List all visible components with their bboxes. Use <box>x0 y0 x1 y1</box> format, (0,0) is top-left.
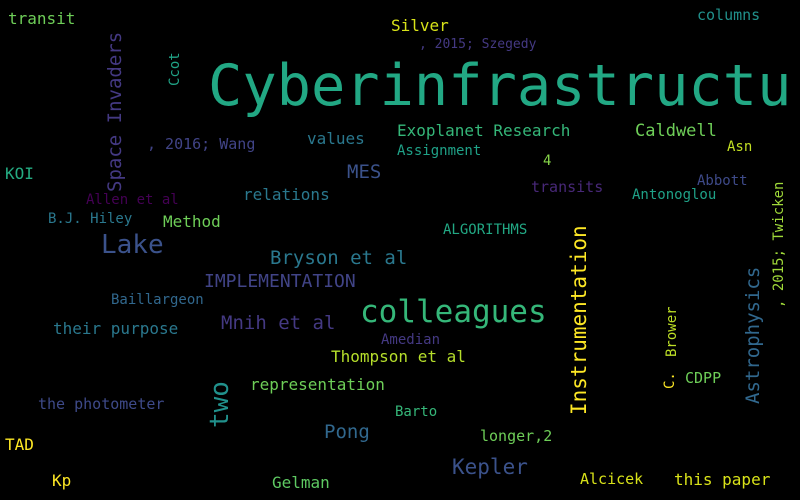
word-caldwell: Caldwell <box>635 121 717 141</box>
word-method: Method <box>163 212 221 231</box>
word-bryson-et-al: Bryson et al <box>270 247 408 269</box>
word-kp: Kp <box>52 471 72 490</box>
word-transits: transits <box>531 178 604 196</box>
word-4: 4 <box>543 153 552 169</box>
word-their-purpose: their purpose <box>53 319 179 338</box>
word-assignment: Assignment <box>397 143 482 159</box>
word-brower: Brower <box>664 306 680 357</box>
word-relations: relations <box>243 185 330 204</box>
word-instrumentation: Instrumentation <box>567 225 591 415</box>
word-kepler: Kepler <box>452 455 528 479</box>
word-space-invaders: Space Invaders <box>104 31 126 192</box>
word-exoplanet-research: Exoplanet Research <box>397 121 571 140</box>
word-the-photometer: the photometer <box>38 395 165 413</box>
word-cdpp: CDPP <box>685 369 722 387</box>
word-abbott: Abbott <box>697 173 748 189</box>
word-columns: columns <box>697 6 761 24</box>
word-pong: Pong <box>324 421 370 443</box>
word-thompson-et-al: Thompson et al <box>331 347 466 366</box>
word-allen-et-al: Allen et al <box>86 192 179 208</box>
word-silver: Silver <box>391 16 449 35</box>
word-baillargeon: Baillargeon <box>111 292 204 308</box>
word-barto: Barto <box>395 404 438 420</box>
word-colleagues: colleagues <box>360 294 547 330</box>
word-gelman: Gelman <box>272 473 330 492</box>
word-cyberinfrastructure: Cyberinfrastructure <box>208 53 800 119</box>
word-mnih-et-al: Mnih et al <box>221 312 336 334</box>
word-this-paper: this paper <box>674 470 771 489</box>
word-ccot: Ccot <box>167 52 183 86</box>
word-c: C. <box>662 372 678 389</box>
word-alcicek: Alcicek <box>580 470 644 488</box>
word-values: values <box>307 129 365 148</box>
word-antonoglou: Antonoglou <box>632 187 717 203</box>
word-2015-twicken: , 2015; Twicken <box>771 181 787 308</box>
word-lake: Lake <box>101 230 164 260</box>
word-representation: representation <box>250 375 385 394</box>
word-longer-2: longer,2 <box>480 427 553 445</box>
word-transit: transit <box>8 9 76 28</box>
word-2016-wang: , 2016; Wang <box>147 135 256 153</box>
word-astrophysics: Astrophysics <box>742 266 764 404</box>
word-implementation: IMPLEMENTATION <box>204 271 356 292</box>
word-mes: MES <box>347 161 382 183</box>
word-2015-szegedy: , 2015; Szegedy <box>419 37 537 52</box>
word-bj-hiley: B.J. Hiley <box>48 211 133 227</box>
word-two: two <box>205 381 235 428</box>
word-koi: KOI <box>5 164 34 183</box>
word-algorithms: ALGORITHMS <box>443 222 528 238</box>
word-asn: Asn <box>727 139 753 155</box>
word-amedian: Amedian <box>381 332 441 348</box>
word-tad: TAD <box>5 435 34 454</box>
